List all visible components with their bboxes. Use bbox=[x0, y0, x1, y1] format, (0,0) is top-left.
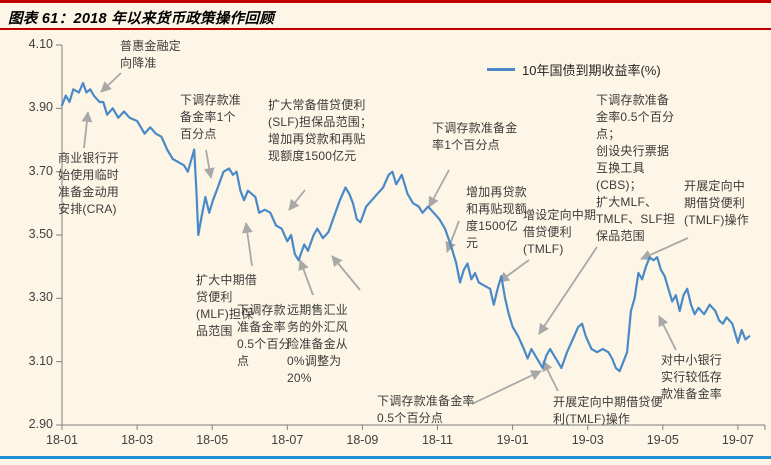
x-axis-label: 18-01 bbox=[46, 433, 78, 447]
annotation: 普惠金融定 向降准 bbox=[120, 39, 182, 70]
annotation: 开展定向中期借贷便 利(TMLF)操作 bbox=[553, 395, 663, 426]
x-axis-label: 18-11 bbox=[421, 433, 454, 447]
y-axis-label: 3.50 bbox=[28, 227, 53, 241]
annotation: 下调存款准备金 率1个百分点 bbox=[432, 121, 518, 152]
annotation: 下调存款准备金率 0.5个百分点 bbox=[377, 394, 475, 425]
x-axis-label: 18-03 bbox=[121, 433, 154, 447]
title-red-rule bbox=[0, 28, 771, 30]
legend-label: 10年国债到期收益率(%) bbox=[522, 63, 661, 78]
annotation: 下调存款 准备金率 0.5个百分 点 bbox=[237, 303, 291, 368]
y-axis-label: 2.90 bbox=[28, 417, 53, 431]
x-axis-label: 19-01 bbox=[496, 433, 529, 447]
annotation-arrows bbox=[81, 72, 689, 405]
y-axis-label: 3.10 bbox=[28, 353, 53, 368]
x-axis-label: 18-07 bbox=[271, 433, 304, 447]
annotation: 商业银行开 始使用临时 准备金动用 安排(CRA) bbox=[58, 151, 120, 216]
annotation: 远期售汇业 务的外汇风 险准备金从 0%调整为 20% bbox=[287, 303, 349, 385]
annotation: 增设定向中期 借贷便利 (TMLF) bbox=[523, 208, 597, 256]
x-axis-label: 18-09 bbox=[346, 433, 379, 447]
x-axis-label: 19-05 bbox=[646, 433, 679, 447]
series-line bbox=[60, 81, 751, 373]
legend-line-swatch bbox=[487, 68, 515, 71]
annotation: 扩大常备借贷便利 (SLF)担保品范围； 增加再贷款和再贴 现额度1500亿元 bbox=[268, 98, 373, 163]
bottom-blue-rule bbox=[0, 456, 771, 459]
x-axis-label: 19-07 bbox=[721, 433, 754, 447]
figure-title: 图表 61：2018 年以来货币政策操作回顾 bbox=[8, 11, 275, 27]
annotation: 下调存款准 备金率1个 百分点 bbox=[180, 93, 242, 141]
y-axis-label: 3.70 bbox=[28, 163, 53, 178]
annotation: 扩大中期借 贷便利 (MLF)担保 品范围 bbox=[196, 273, 258, 338]
annotation: 增加再贷款 和再贴现额 度1500亿 元 bbox=[466, 185, 528, 250]
top-red-rule bbox=[0, 0, 771, 3]
chart-legend: 10年国债到期收益率(%) bbox=[487, 60, 661, 79]
annotation: 下调存款准备 金率0.5个百分 点； 创设央行票据 互换工具 (CBS)； 扩大… bbox=[596, 93, 676, 243]
annotation: 对中小银行 实行较低存 款准备金率 bbox=[661, 353, 723, 401]
x-axis-label: 18-05 bbox=[196, 433, 229, 447]
y-axis-label: 4.10 bbox=[28, 37, 53, 51]
x-axis-label: 19-03 bbox=[571, 433, 604, 447]
y-axis-label: 3.30 bbox=[28, 290, 53, 305]
axes bbox=[56, 44, 766, 430]
y-axis-label: 3.90 bbox=[28, 100, 53, 115]
annotation: 开展定向中 期借贷便利 (TMLF)操作 bbox=[684, 179, 749, 227]
